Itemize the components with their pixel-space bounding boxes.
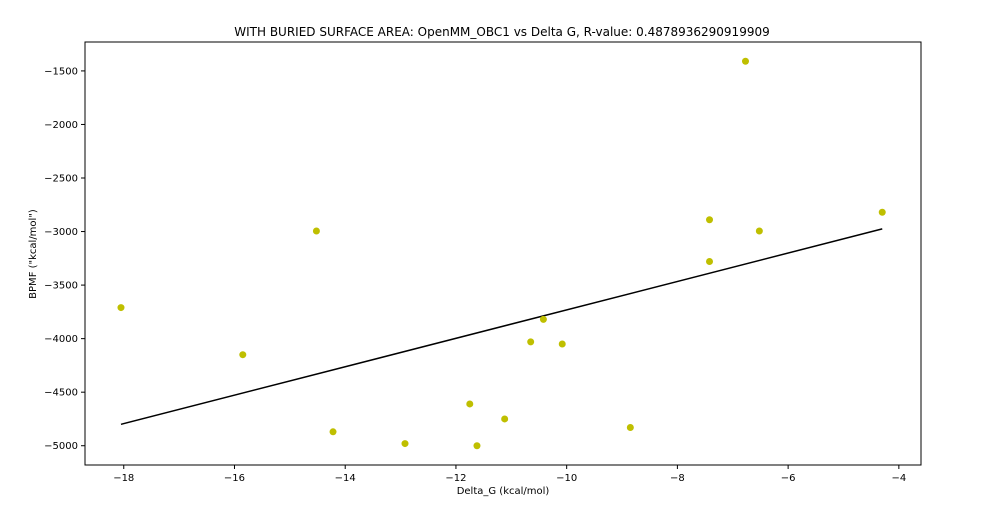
y-axis-label: BPMF ("kcal/mol") [28, 209, 39, 299]
x-tick-label: −14 [335, 473, 356, 484]
scatter-point [626, 424, 634, 432]
scatter-point [239, 351, 247, 359]
x-tick-label: −4 [891, 473, 906, 484]
x-tick-label: −10 [556, 473, 577, 484]
scatter-point [755, 227, 763, 235]
y-tick-label: −4000 [44, 334, 78, 345]
scatter-point [117, 304, 125, 312]
scatter-point [539, 315, 547, 323]
y-tick-label: −2500 [44, 174, 78, 185]
x-axis-label: Delta_G (kcal/mol) [457, 486, 550, 497]
points-layer [117, 57, 886, 450]
scatter-point [878, 208, 886, 216]
y-tick-label: −3000 [44, 227, 78, 238]
scatter-point [706, 258, 714, 266]
y-tick-label: −2000 [44, 120, 78, 131]
x-tick-label: −16 [224, 473, 245, 484]
scatter-point [466, 400, 474, 408]
x-axis: −18 −16 −14 −12 −10 −8 −6 −4 [113, 465, 906, 484]
x-tick-label: −6 [781, 473, 796, 484]
y-tick-label: −4500 [44, 388, 78, 399]
x-tick-label: −12 [445, 473, 466, 484]
scatter-point [473, 442, 481, 450]
y-axis: −5000 −4500 −4000 −3500 −3000 −2500 −2000 −1500 [44, 66, 85, 452]
scatter-point [329, 428, 337, 436]
y-tick-label: −1500 [44, 66, 78, 77]
scatter-point [558, 340, 566, 348]
plot-area [84, 41, 922, 466]
y-tick-label: −5000 [44, 441, 78, 452]
x-tick-label: −8 [670, 473, 685, 484]
fit-line-layer [120, 228, 883, 426]
scatter-point [312, 227, 320, 235]
regression-line [120, 228, 883, 426]
scatter-point [527, 338, 535, 346]
chart-title: WITH BURIED SURFACE AREA: OpenMM_OBC1 vs… [234, 25, 769, 39]
scatter-point [501, 415, 509, 423]
scatter-point [741, 57, 749, 65]
y-tick-label: −3500 [44, 281, 78, 292]
scatter-point [706, 216, 714, 224]
x-tick-label: −18 [113, 473, 134, 484]
plot-frame [84, 41, 922, 466]
scatter-point [401, 440, 409, 448]
